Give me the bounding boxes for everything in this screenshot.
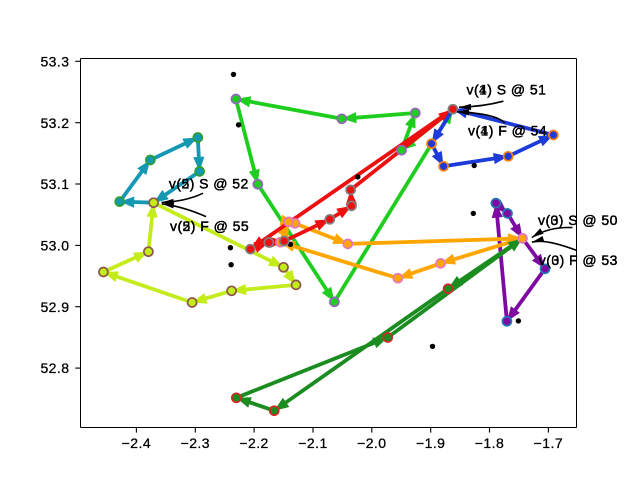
svg-text:v(1) F @ 54: v(1) F @ 54 bbox=[468, 123, 547, 139]
svg-text:v(1) S @ 51: v(1) S @ 51 bbox=[467, 82, 547, 98]
svg-text:−2.2: −2.2 bbox=[239, 435, 268, 451]
svg-text:53.3: 53.3 bbox=[40, 53, 69, 69]
svg-text:52.8: 52.8 bbox=[40, 360, 69, 376]
svg-text:−1.8: −1.8 bbox=[475, 435, 504, 451]
svg-text:−2.3: −2.3 bbox=[181, 435, 210, 451]
svg-text:−2.1: −2.1 bbox=[298, 435, 327, 451]
svg-text:v(5) F @ 55: v(5) F @ 55 bbox=[170, 218, 249, 234]
svg-text:v(0) F @ 53: v(0) F @ 53 bbox=[539, 252, 618, 268]
svg-text:v(0) S @ 50: v(0) S @ 50 bbox=[538, 212, 618, 228]
svg-text:−2.4: −2.4 bbox=[122, 435, 151, 451]
svg-text:v(3) F @ 53: v(3) F @ 53 bbox=[539, 252, 618, 268]
svg-text:−1.7: −1.7 bbox=[534, 435, 563, 451]
svg-text:52.9: 52.9 bbox=[40, 299, 69, 315]
svg-text:53.2: 53.2 bbox=[40, 115, 69, 131]
svg-text:53.1: 53.1 bbox=[40, 176, 69, 192]
svg-text:v(5) S @ 52: v(5) S @ 52 bbox=[169, 176, 249, 192]
svg-text:v(2) S @ 52: v(2) S @ 52 bbox=[169, 176, 249, 192]
svg-text:v(3) S @ 50: v(3) S @ 50 bbox=[538, 212, 618, 228]
svg-text:53.0: 53.0 bbox=[40, 238, 69, 254]
svg-text:v(4) F @ 54: v(4) F @ 54 bbox=[468, 123, 547, 139]
svg-text:−2.0: −2.0 bbox=[357, 435, 386, 451]
svg-text:v(4) S @ 51: v(4) S @ 51 bbox=[467, 82, 547, 98]
svg-text:v(2) F @ 55: v(2) F @ 55 bbox=[170, 218, 249, 234]
svg-text:−1.9: −1.9 bbox=[416, 435, 445, 451]
